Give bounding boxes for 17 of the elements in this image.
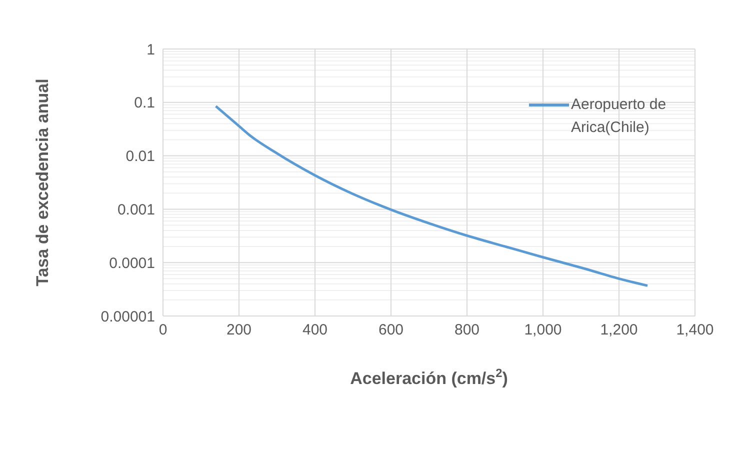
y-tick-label: 0.0001 [109,254,155,272]
y-tick-label: 0.01 [126,148,155,166]
x-tick-label: 0 [158,322,168,339]
x-tick-label: 200 [226,322,252,339]
legend-label: Aeropuerto de Arica(Chile) [571,95,668,138]
x-tick-label: 800 [454,322,480,339]
y-tick-label: 0.001 [117,202,155,219]
y-tick-label: 0.1 [134,94,155,112]
x-tick-label: 1,200 [600,322,638,339]
x-tick-label: 1,000 [524,322,562,339]
y-tick-label: 0.00001 [100,308,155,326]
x-tick-label: 600 [378,322,404,339]
x-tick-label: 1,400 [676,322,714,339]
x-tick-label: 400 [302,322,328,339]
x-axis-title: Aceleración (cm/s$^{2}$) [350,366,508,388]
y-axis-title: Tasa de excedencia anual [33,78,52,286]
y-tick-label: 1 [146,41,155,58]
